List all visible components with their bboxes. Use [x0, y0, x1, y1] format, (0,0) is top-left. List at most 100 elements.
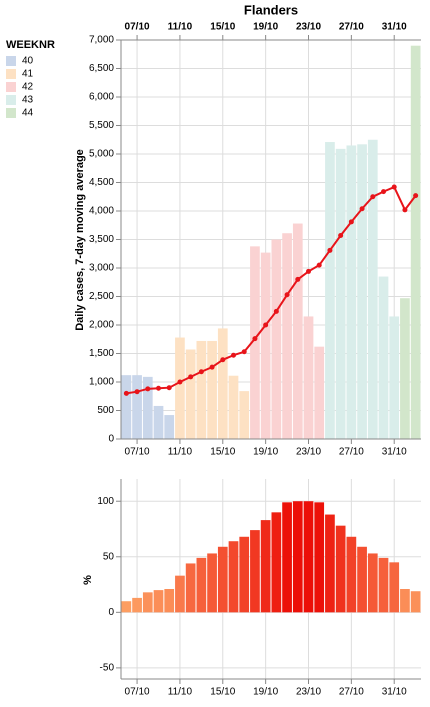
bar — [239, 536, 250, 613]
bar — [282, 233, 292, 439]
bar — [303, 501, 314, 613]
bar — [142, 592, 153, 613]
y-tick-label: 6,000 — [89, 92, 114, 103]
y-tick-label: 5,000 — [89, 149, 114, 160]
y-axis-label: % — [82, 575, 94, 585]
bar — [250, 530, 260, 613]
bar — [185, 349, 196, 439]
bar — [132, 597, 142, 613]
bar — [260, 520, 271, 613]
bar — [175, 575, 185, 613]
x-tick-label: 11/10 — [168, 687, 193, 698]
y-tick-label: 50 — [103, 551, 115, 562]
trend-point — [156, 385, 161, 391]
y-tick-label: 7,000 — [89, 35, 114, 46]
x-tick-label: 31/10 — [382, 687, 407, 698]
bar — [239, 391, 250, 439]
trend-point — [316, 262, 322, 268]
legend-label: 40 — [22, 56, 34, 67]
x-tick-label: 23/10 — [296, 22, 321, 33]
x-tick-label: 19/10 — [253, 447, 278, 458]
bar — [282, 502, 292, 613]
y-tick-label: 100 — [97, 496, 114, 507]
bar — [196, 557, 207, 613]
y-tick-label: 4,500 — [89, 177, 114, 188]
trend-point — [402, 207, 408, 213]
y-tick-label: 3,500 — [89, 234, 114, 245]
x-tick-label: 27/10 — [339, 687, 364, 698]
x-tick-label: 15/10 — [210, 22, 235, 33]
bar — [164, 415, 175, 439]
y-tick-label: 0 — [108, 434, 114, 445]
x-tick-label: 15/10 — [210, 447, 235, 458]
bar — [346, 145, 357, 439]
x-tick-label: 07/10 — [125, 687, 150, 698]
trend-point — [348, 219, 354, 225]
bar — [121, 601, 132, 613]
y-tick-label: 500 — [97, 405, 114, 416]
legend-swatch — [6, 95, 16, 105]
legend-swatch — [6, 82, 16, 92]
bar — [292, 501, 303, 613]
trend-point — [338, 233, 344, 239]
bar — [121, 375, 132, 439]
bar — [410, 591, 421, 613]
y-axis-label: Daily cases, 7-day moving average — [74, 149, 86, 331]
y-tick-label: 1,000 — [89, 377, 114, 388]
bar — [260, 252, 271, 439]
y-tick-label: 1,500 — [89, 348, 114, 359]
x-tick-label: 15/10 — [210, 687, 235, 698]
bar — [207, 340, 217, 439]
x-tick-label: 27/10 — [339, 447, 364, 458]
bar — [346, 536, 357, 613]
bar — [400, 298, 410, 439]
y-tick-label: 3,000 — [89, 263, 114, 274]
bar — [410, 45, 421, 439]
trend-point — [413, 193, 419, 199]
trend-point — [381, 189, 386, 195]
y-tick-label: 2,000 — [89, 320, 114, 331]
trend-point — [295, 276, 301, 282]
bar — [357, 144, 367, 439]
trend-point — [263, 322, 269, 328]
trend-point — [145, 386, 151, 392]
legend-swatch — [6, 108, 16, 118]
legend-title: WEEKNR — [6, 39, 55, 51]
bar — [196, 340, 207, 439]
bar — [325, 514, 335, 613]
trend-line — [126, 185, 417, 395]
trend-point — [134, 389, 140, 395]
x-tick-label: 07/10 — [125, 447, 150, 458]
bar — [228, 375, 239, 439]
bar — [378, 276, 389, 439]
bar — [228, 541, 239, 613]
trend-point — [231, 352, 236, 358]
trend-point — [306, 268, 311, 274]
bar — [335, 525, 346, 613]
bar — [400, 589, 410, 613]
trend-point — [391, 184, 397, 190]
bar — [175, 337, 185, 439]
chart-title: Flanders — [244, 2, 298, 17]
bar — [142, 376, 153, 439]
bar — [153, 590, 164, 613]
trend-point — [220, 357, 226, 363]
bar — [314, 346, 325, 439]
bar — [325, 142, 335, 439]
x-tick-label: 27/10 — [339, 22, 364, 33]
bar — [303, 316, 314, 439]
trend-point — [166, 385, 172, 391]
bar — [367, 553, 378, 613]
trend-point — [177, 379, 183, 385]
legend-label: 42 — [22, 82, 34, 93]
legend-label: 43 — [22, 95, 34, 106]
bar — [335, 148, 346, 439]
bar — [292, 223, 303, 439]
bar — [153, 405, 164, 439]
trend-point — [209, 364, 215, 370]
x-tick-label: 11/10 — [168, 447, 193, 458]
bar — [389, 316, 400, 439]
x-tick-label: 31/10 — [382, 447, 407, 458]
x-tick-label: 19/10 — [253, 687, 278, 698]
